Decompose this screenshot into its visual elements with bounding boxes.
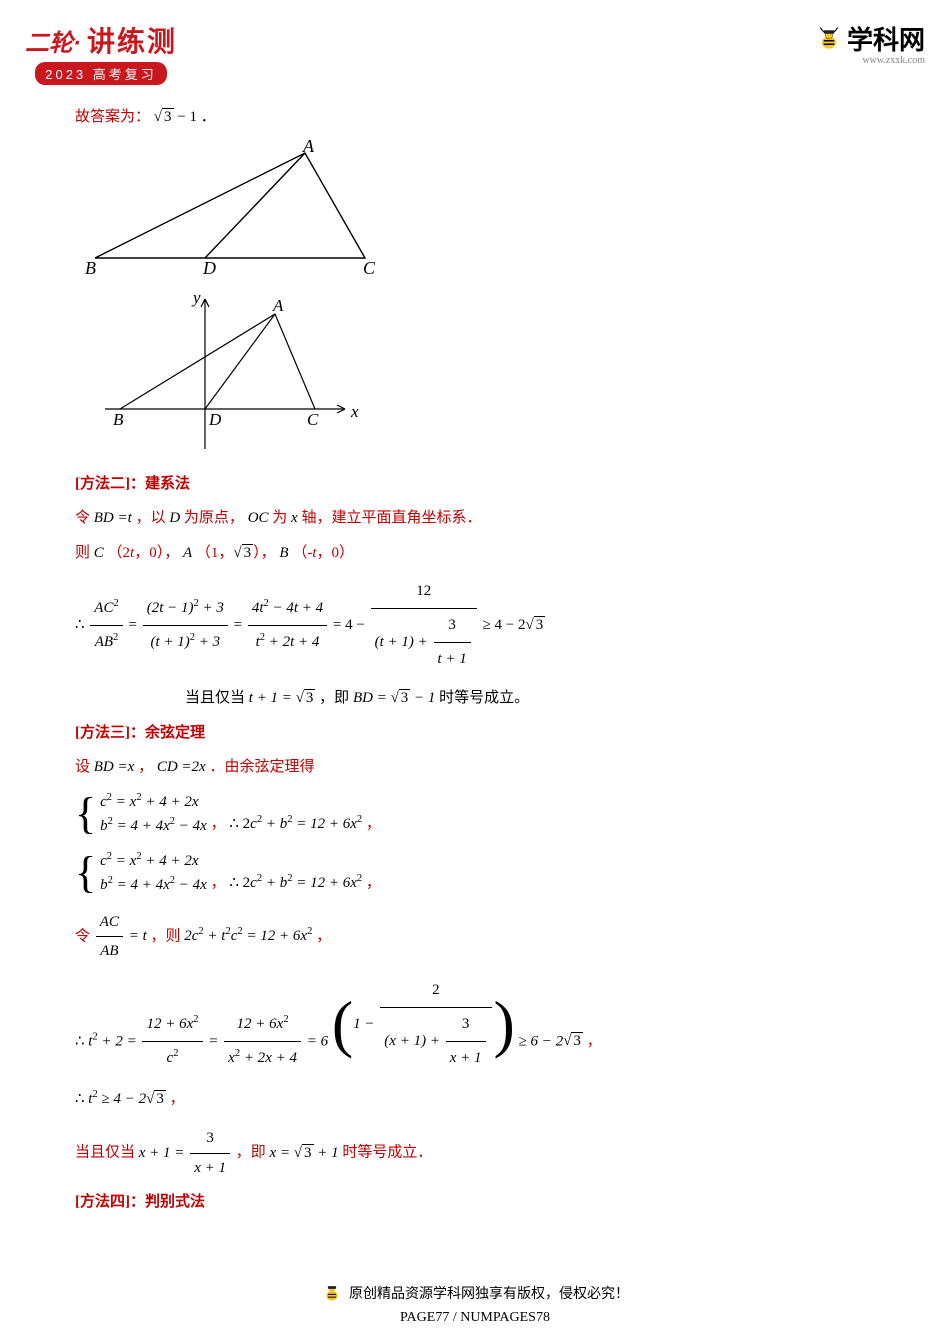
m3l1c: =x [118,759,135,775]
label-C: C [363,258,376,278]
m3l1f: =2x [181,759,205,775]
m2l2k: （-t，0） [292,545,354,561]
m2l1e: D [169,510,180,526]
method3-sys1: { c2 = x2 + 4 + 2x b2 = 4 + 4x2 − 4x ， ∴… [75,790,875,841]
method2-title: [方法二]：建系法 [75,470,875,499]
m2l2b: C [94,545,104,561]
m3leta: 令 [75,928,94,944]
bee-icon [815,25,843,53]
page-footer: 原创精品资源学科网独享有版权，侵权必究！ PAGE77 / NUMPAGES78 [0,1282,950,1326]
m3s1t: ， [211,816,226,832]
m2l1d: ，以 [136,510,170,526]
page-header: 二轮· 讲练测 2023 高考复习 学科网 www.zxxk.com [25,20,925,85]
m2l1c: =t [118,510,132,526]
m3l1d: ， [138,759,153,775]
figure-coord: A B D C x y [75,289,875,464]
method3-sys2: { c2 = x2 + 4 + 2x b2 = 4 + 4x2 − 4x ， ∴… [75,849,875,900]
footer-copyright-row: 原创精品资源学科网独享有版权，侵权必究！ [321,1282,629,1304]
m3ca: 当且仅当 [75,1145,139,1161]
m3l1a: 设 [75,759,94,775]
label-B: B [85,258,96,278]
answer-line: 故答案为： √3 − 1 ． [75,103,875,132]
logo-banner: 2023 高考复习 [35,62,167,85]
coord-svg: A B D C x y [75,289,365,459]
m2cb: ，即 [319,690,353,706]
label-C2: C [307,410,319,429]
method2-eq: ∴ AC2 AB2 = (2t − 1)2 + 3 (t + 1)2 + 3 =… [75,575,875,676]
label-A: A [302,138,315,156]
answer-value: √3 − 1 [154,109,201,125]
m2l1j: 轴，建立平面直角坐标系． [301,510,481,526]
figure-triangle: A B D C [75,138,875,283]
method2-cond: 当且仅当 t + 1 = √3 ，即 BD = √3 − 1 时等号成立。 [185,684,875,713]
m2l1f: 为原点， [184,510,244,526]
m2l1a: 令 [75,510,94,526]
footer-page: PAGE77 / NUMPAGES78 [400,1310,550,1326]
bee-icon-small [321,1282,343,1304]
method2-line2: 则 C （2t，0）， A （1，√3）， B （-t，0） [75,539,875,568]
label-y: y [191,289,201,307]
method3-t2: ∴ t2 + 2 = 12 + 6x2 c2 = 12 + 6x2 x2 + 2… [75,974,875,1076]
method3-line1: 设 BD =x ， CD =2x ．由余弦定理得 [75,753,875,782]
logo-left-title: 二轮· 讲练测 [25,20,177,60]
logo-prefix: 二轮· [25,23,81,58]
m3l1e: CD [157,759,178,775]
label-A2: A [272,296,284,315]
m2ca: 当且仅当 [185,690,249,706]
label-D2: D [208,410,222,429]
triangle-svg: A B D C [75,138,385,278]
m2l2j: B [279,545,288,561]
label-D: D [202,258,216,278]
method3-cond: 当且仅当 x + 1 = 3x + 1 ，即 x = √3 + 1 时等号成立． [75,1124,875,1182]
logo-left: 二轮· 讲练测 2023 高考复习 [25,20,177,85]
logo-right: 学科网 www.zxxk.com [815,20,925,66]
footer-copyright: 原创精品资源学科网独享有版权，侵权必究！ [349,1283,629,1303]
brand-row: 学科网 [815,20,925,57]
m2l1b: BD [94,510,114,526]
answer-prefix: 故答案为： [75,109,150,125]
m2l2f: A [183,545,192,561]
m3letb: ，则 [150,928,184,944]
label-B2: B [113,410,124,429]
m2l1g: OC [248,510,269,526]
m2ce: 时等号成立。 [439,690,529,706]
method2-line1: 令 BD =t ，以 D 为原点， OC 为 x 轴，建立平面直角坐标系． [75,504,875,533]
m2l2c: （2t，0）， [108,545,180,561]
logo-main: 讲练测 [87,20,177,60]
m3l1h: ．由余弦定理得 [209,759,314,775]
m2l1i: x [291,510,298,526]
brand-text: 学科网 [847,20,925,57]
method4-title: [方法四]：判别式法 [75,1188,875,1217]
m3cb: ，即 [236,1145,270,1161]
m3l1b: BD [94,759,114,775]
m2l2a: 则 [75,545,94,561]
method3-let: 令 ACAB = t ，则 2c2 + t2c2 = 12 + 6x2 ， [75,908,875,966]
m2l1h: 为 [272,510,291,526]
method3-title: [方法三]：余弦定理 [75,719,875,748]
method3-t2res: ∴ t2 ≥ 4 − 2√3 ， [75,1083,875,1116]
label-x: x [350,402,359,421]
m2l2g: （1，√3）， [196,545,276,561]
m3cd: 时等号成立． [342,1145,432,1161]
brand-url: www.zxxk.com [862,55,925,66]
